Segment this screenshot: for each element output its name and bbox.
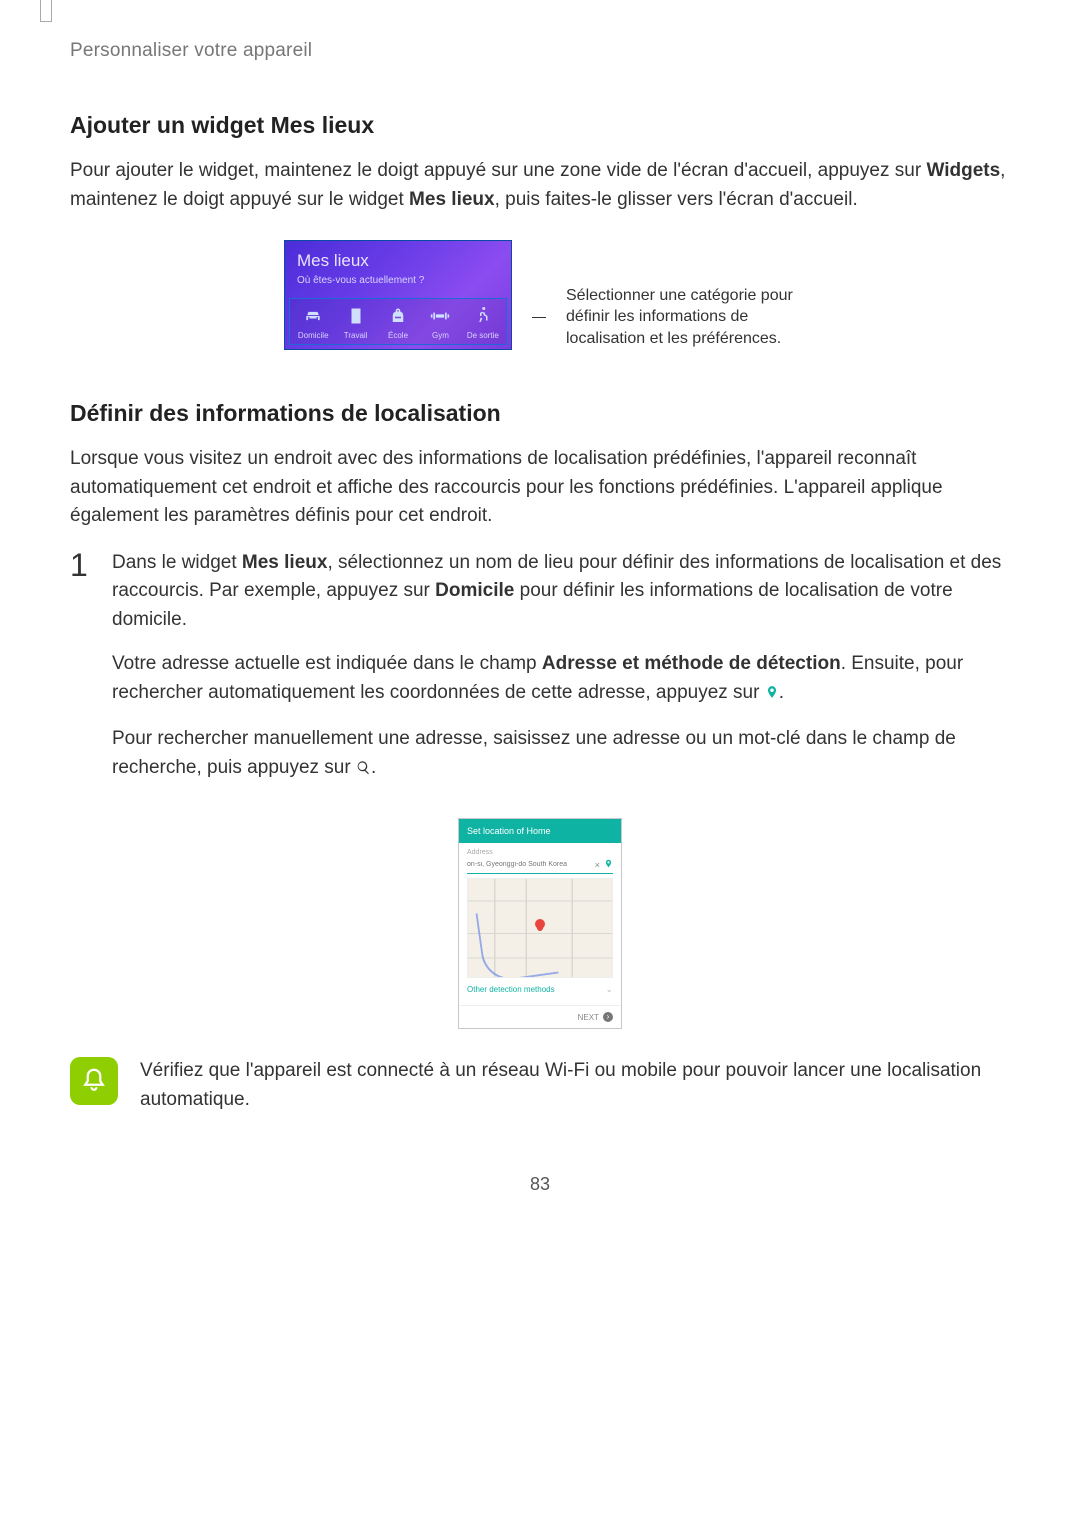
widget-item-label: Travail [334, 331, 376, 340]
building-icon [345, 305, 367, 327]
bold-domicile: Domicile [435, 580, 514, 601]
phone-frame: Set location of Home Address on-si, Gyeo… [458, 818, 622, 1029]
section1-title: Ajouter un widget Mes lieux [70, 112, 1010, 139]
text: Pour rechercher manuellement une adresse… [112, 728, 956, 778]
pin-icon[interactable] [604, 859, 613, 870]
phone-address-value[interactable]: on-si, Gyeonggi-do South Korea [467, 861, 591, 868]
section1-paragraph: Pour ajouter le widget, maintenez le doi… [70, 157, 1010, 214]
text: , puis faites-le glisser vers l'écran d'… [495, 189, 858, 210]
map-pin-icon [533, 917, 547, 931]
phone-screenshot: Set location of Home Address on-si, Gyeo… [70, 818, 1010, 1029]
mes-lieux-widget: Mes lieux Où êtes-vous actuellement ? Do… [284, 240, 512, 350]
step-number: 1 [70, 549, 94, 801]
text: Dans le widget [112, 552, 242, 573]
text: . [371, 757, 376, 778]
chevron-down-icon: ⌄ [605, 984, 613, 995]
note-row: Vérifiez que l'appareil est connecté à u… [70, 1057, 1010, 1114]
phone-address-row: on-si, Gyeonggi-do South Korea × [467, 859, 613, 874]
dumbbell-icon [429, 305, 451, 327]
widget-item-label: Gym [419, 331, 461, 340]
backpack-icon [387, 305, 409, 327]
widget-item-domicile[interactable]: Domicile [292, 305, 334, 340]
phone-titlebar: Set location of Home [459, 819, 621, 843]
text: Votre adresse actuelle est indiquée dans… [112, 653, 542, 674]
widget-item-label: De sortie [462, 331, 504, 340]
note-text: Vérifiez que l'appareil est connecté à u… [140, 1057, 1010, 1114]
phone-other-methods-label: Other detection methods [467, 985, 555, 994]
bell-icon [70, 1057, 118, 1105]
widget-subtitle: Où êtes-vous actuellement ? [297, 275, 499, 286]
running-header: Personnaliser votre appareil [70, 40, 1010, 62]
widget-title: Mes lieux [297, 251, 499, 271]
phone-other-methods[interactable]: Other detection methods ⌄ [467, 978, 613, 1001]
phone-footer: NEXT › [459, 1005, 621, 1028]
clear-icon[interactable]: × [595, 860, 600, 870]
step1-paragraph3: Pour rechercher manuellement une adresse… [112, 725, 1010, 784]
bold-meslieux: Mes lieux [242, 552, 328, 573]
pin-icon [765, 681, 779, 710]
step-1: 1 Dans le widget Mes lieux, sélectionnez… [70, 549, 1010, 801]
widget-item-label: École [377, 331, 419, 340]
text: . [779, 682, 784, 703]
search-icon [356, 756, 371, 785]
section2-title: Définir des informations de localisation [70, 400, 1010, 427]
phone-map[interactable] [467, 878, 613, 978]
phone-address-label: Address [467, 849, 613, 856]
widget-items: Domicile Travail École [289, 298, 507, 345]
step-body: Dans le widget Mes lieux, sélectionnez u… [112, 549, 1010, 801]
bold-meslieux: Mes lieux [409, 189, 495, 210]
widget-header: Mes lieux Où êtes-vous actuellement ? [285, 241, 511, 294]
page-number: 83 [70, 1174, 1010, 1195]
section2-intro: Lorsque vous visitez un endroit avec des… [70, 445, 1010, 531]
walking-person-icon [472, 305, 494, 327]
widget-item-travail[interactable]: Travail [334, 305, 376, 340]
car-icon [302, 305, 324, 327]
widget-item-desortie[interactable]: De sortie [462, 305, 504, 340]
text: Pour ajouter le widget, maintenez le doi… [70, 160, 926, 181]
step1-paragraph2: Votre adresse actuelle est indiquée dans… [112, 650, 1010, 709]
page-tab-marker [40, 0, 52, 22]
widget-figure-row: Mes lieux Où êtes-vous actuellement ? Do… [70, 240, 1010, 350]
phone-next-label[interactable]: NEXT [578, 1013, 599, 1022]
bold-widgets: Widgets [926, 160, 1000, 181]
widget-item-ecole[interactable]: École [377, 305, 419, 340]
callout-leader [532, 317, 546, 318]
bold-adresse: Adresse et méthode de détection [542, 653, 841, 674]
widget-item-label: Domicile [292, 331, 334, 340]
phone-body: Address on-si, Gyeonggi-do South Korea ×… [459, 843, 621, 1005]
widget-item-gym[interactable]: Gym [419, 305, 461, 340]
step1-paragraph1: Dans le widget Mes lieux, sélectionnez u… [112, 549, 1010, 635]
arrow-right-circle-icon[interactable]: › [603, 1012, 613, 1022]
widget-callout: Sélectionner une catégorie pour définir … [566, 285, 796, 350]
